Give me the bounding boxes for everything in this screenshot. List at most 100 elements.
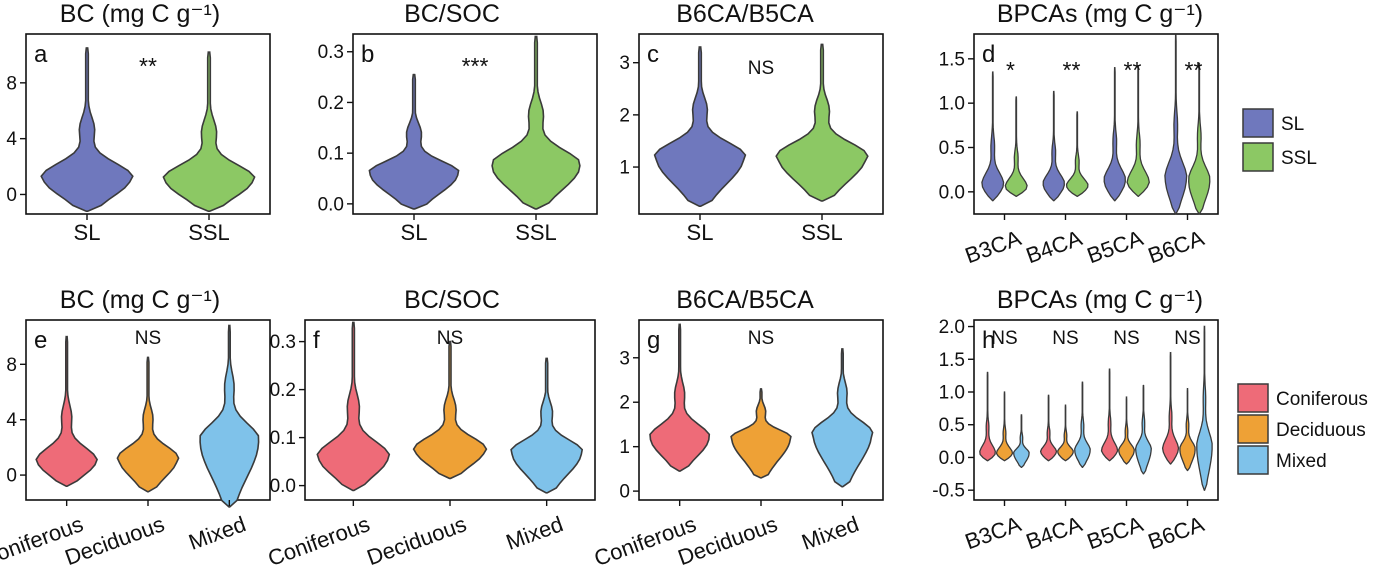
x-tick-label: B6CA — [1145, 511, 1208, 554]
y-tick-label: 0.0 — [939, 182, 965, 203]
violin-mixed — [510, 357, 584, 494]
plot-frame — [25, 33, 271, 215]
panel-title: BPCAs (mg C g⁻¹) — [997, 0, 1203, 28]
y-tick-label: 0 — [6, 466, 17, 487]
y-tick-label: 0.2 — [270, 380, 296, 401]
significance-label: NS — [748, 328, 774, 349]
panel-title: BC (mg C g⁻¹) — [60, 286, 220, 314]
x-tick-label: SL — [401, 220, 428, 245]
panel-letter: b — [361, 41, 374, 68]
violin-deciduous — [730, 388, 792, 479]
panel-title: B6CA/B5CA — [676, 286, 814, 314]
y-tick-label: 2 — [619, 105, 630, 126]
significance-label: NS — [135, 328, 161, 349]
panel-b: BC/SOC 0.0 0.1 0.2 0.3 b *** SL SSL — [318, 0, 598, 245]
violin-sl — [368, 73, 460, 210]
violin-b6ca-sl — [1164, 34, 1188, 215]
y-tick-label: -0.5 — [932, 481, 965, 502]
violin-sl — [653, 46, 747, 208]
panel-letter: f — [313, 327, 320, 354]
y-tick-label: 0.0 — [939, 448, 965, 469]
violin-coniferous — [649, 323, 711, 472]
y-tick-label: 1.0 — [939, 383, 965, 404]
y-tick-label: 1 — [619, 437, 630, 458]
violin-b6ca-ssl — [1188, 62, 1211, 215]
y-tick-label: 0.1 — [270, 428, 296, 449]
y-tick-label: 8 — [6, 73, 17, 94]
violin-ssl — [162, 51, 256, 213]
violin-sl — [40, 47, 134, 213]
violin-b6ca-coniferous — [1161, 351, 1180, 465]
legend-swatch-coniferous — [1237, 383, 1269, 413]
x-tick-label: Mixed — [503, 511, 567, 555]
x-tick-label: SL — [687, 220, 714, 245]
y-tick-label: 0.0 — [270, 476, 296, 497]
x-tick-label: SSL — [188, 220, 230, 245]
plot-frame — [973, 33, 1219, 215]
significance-label: * — [1006, 57, 1015, 83]
y-tick-label: 0.0 — [318, 194, 344, 215]
significance-label: ** — [139, 53, 157, 79]
y-tick-label: 0.5 — [939, 415, 965, 436]
legend-label: Coniferous — [1276, 389, 1368, 410]
legend-label: SL — [1281, 114, 1304, 135]
legend-label: SSL — [1281, 148, 1317, 169]
panel-letter: c — [647, 41, 659, 68]
y-tick-label: 2 — [619, 393, 630, 414]
y-tick-label: 3 — [619, 53, 630, 74]
significance-label: NS — [1113, 328, 1139, 349]
x-tick-label: Deciduous — [363, 511, 469, 566]
y-tick-label: 4 — [6, 129, 17, 150]
plot-frame — [638, 33, 884, 215]
legend-swatch-mixed — [1237, 445, 1269, 475]
panel-letter: d — [982, 41, 995, 68]
panel-letter: g — [647, 327, 660, 354]
panel-c: B6CA/B5CA 1 2 3 c NS SL SSL — [619, 0, 884, 245]
violin-b6ca-mixed — [1196, 325, 1213, 491]
violin-deciduous — [116, 356, 180, 493]
y-tick-label: 0.3 — [318, 42, 344, 63]
x-tick-label: SSL — [515, 220, 557, 245]
x-tick-label: B4CA — [1023, 225, 1086, 268]
x-tick-label: Mixed — [798, 511, 862, 555]
significance-label: NS — [748, 58, 774, 79]
violin-ssl — [775, 43, 869, 202]
violin-b4ca-ssl — [1065, 111, 1089, 198]
y-tick-label: 3 — [619, 348, 630, 369]
panel-title: B6CA/B5CA — [676, 0, 814, 28]
panel-h: BPCAs (mg C g⁻¹)-0.50.00.51.01.52.0 hNS NS… — [932, 286, 1219, 554]
x-tick-label: B5CA — [1084, 511, 1147, 554]
x-tick-label: B3CA — [962, 225, 1025, 268]
x-tick-label: B3CA — [962, 511, 1025, 554]
legend-swatch-sl — [1242, 108, 1274, 138]
legend-swatch-ssl — [1242, 142, 1274, 172]
x-tick-label: Coniferous — [265, 511, 374, 566]
y-tick-label: 0.1 — [318, 144, 344, 165]
violin-coniferous — [35, 335, 98, 488]
significance-label: NS — [437, 328, 463, 349]
significance-label: ** — [1185, 57, 1203, 83]
panel-d: BPCAs (mg C g⁻¹)0.00.51.01.5 d* ** ** **B3CA… — [939, 0, 1219, 268]
y-tick-label: 4 — [6, 410, 17, 431]
significance-label: NS — [1174, 328, 1200, 349]
y-tick-label: 1 — [619, 158, 630, 179]
panel-title: BPCAs (mg C g⁻¹) — [997, 286, 1203, 314]
significance-label: ** — [1063, 57, 1081, 83]
violin-b4ca-deciduous — [1057, 404, 1074, 462]
violin-b6ca-deciduous — [1179, 387, 1196, 472]
panel-title: BC/SOC — [404, 286, 500, 314]
legend-legend_bottom: Coniferous Deciduous Mixed — [1237, 383, 1368, 475]
legend-label: Deciduous — [1276, 420, 1366, 441]
panel-letter: a — [34, 41, 48, 68]
y-tick-label: 1.0 — [939, 94, 965, 115]
y-tick-label: 1.5 — [939, 350, 965, 371]
x-tick-label: B4CA — [1023, 511, 1086, 554]
violin-b5ca-coniferous — [1100, 368, 1119, 462]
violin-b4ca-mixed — [1074, 381, 1091, 469]
plot-frame — [352, 33, 598, 215]
panel-letter: e — [34, 327, 47, 354]
x-tick-label: B5CA — [1084, 225, 1147, 268]
violin-mixed — [199, 324, 260, 508]
